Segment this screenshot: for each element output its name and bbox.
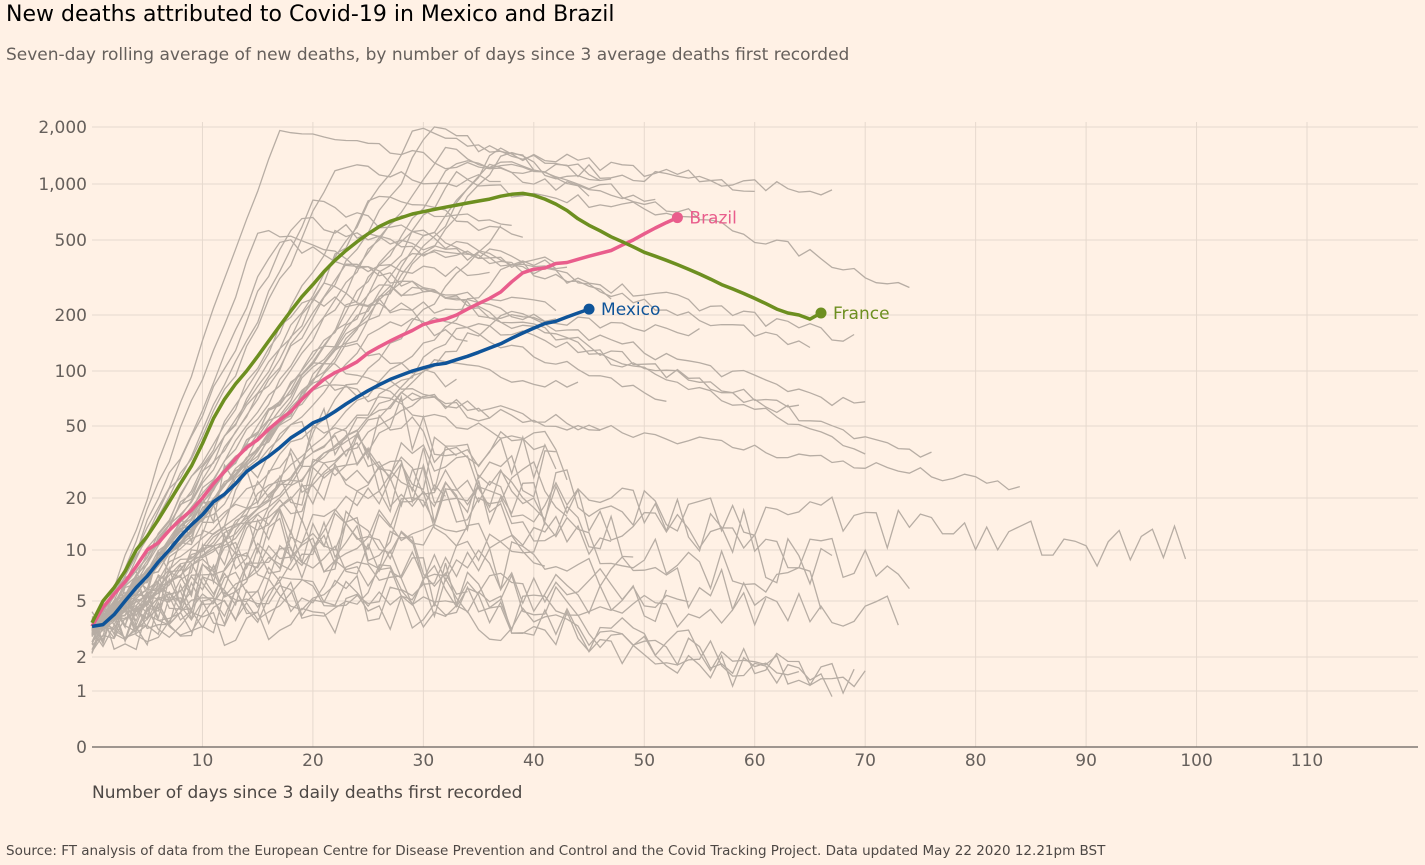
chart-subtitle: Seven-day rolling average of new deaths,… <box>6 45 850 65</box>
x-tick-label: 70 <box>854 751 876 771</box>
background-series-line <box>91 296 700 635</box>
x-tick-label: 30 <box>413 751 435 771</box>
x-tick-label: 10 <box>192 751 214 771</box>
series-line-brazil <box>90 216 679 628</box>
x-tick-label: 40 <box>523 751 545 771</box>
series-label-france: France <box>833 304 890 324</box>
x-tick-label: 60 <box>744 751 766 771</box>
background-series-line <box>91 564 767 654</box>
background-series-line <box>91 508 899 635</box>
background-series-line <box>91 323 799 630</box>
background-series-line <box>91 282 667 636</box>
series-label-brazil: Brazil <box>689 209 736 229</box>
chart-title: New deaths attributed to Covid-19 in Mex… <box>6 2 615 27</box>
series-line-mexico <box>91 307 590 629</box>
background-series-line <box>91 199 811 632</box>
background-series-line <box>91 384 1020 635</box>
background-series-line <box>91 423 833 631</box>
y-tick-label: 50 <box>65 417 87 437</box>
series-endpoint-france <box>815 307 827 319</box>
background-series-line <box>91 129 656 635</box>
background-series-line <box>91 459 612 650</box>
x-tick-label: 90 <box>1075 751 1097 771</box>
background-series-line <box>91 248 568 633</box>
y-tick-label: 200 <box>55 306 87 326</box>
background-series-line <box>91 546 689 647</box>
series-endpoint-mexico <box>583 303 595 315</box>
background-series-line <box>91 239 932 637</box>
series-label-mexico: Mexico <box>601 300 660 320</box>
y-tick-label: 2 <box>76 648 87 668</box>
highlight-series-lines: Brazil Mexico France <box>90 191 890 629</box>
y-tick-label: 10 <box>65 541 87 561</box>
background-series-line <box>91 391 601 632</box>
grid-lines <box>92 122 1418 747</box>
background-series-line <box>91 445 457 633</box>
background-series-line <box>91 585 800 688</box>
x-tick-label: 100 <box>1180 751 1212 771</box>
background-series-line <box>91 127 612 636</box>
y-tick-label: 20 <box>65 489 87 509</box>
background-series-line <box>91 225 502 631</box>
y-tick-label: 500 <box>55 231 87 251</box>
background-series-line <box>91 528 833 697</box>
background-series-line <box>91 557 668 653</box>
x-axis-label: Number of days since 3 daily deaths firs… <box>92 783 522 803</box>
x-tick-label: 20 <box>302 751 324 771</box>
x-tick-label: 50 <box>633 751 655 771</box>
y-tick-label: 0 <box>76 738 87 758</box>
y-tick-label: 100 <box>55 362 87 382</box>
background-series-line <box>91 446 546 636</box>
background-series-line <box>91 466 634 628</box>
background-series-line <box>91 394 557 643</box>
source-note: Source: FT analysis of data from the Eur… <box>6 843 1106 859</box>
series-endpoint-brazil <box>671 212 683 224</box>
background-series-line <box>91 216 855 632</box>
background-series-line <box>91 460 568 630</box>
series-line-france <box>90 191 822 624</box>
background-series-line <box>91 229 866 636</box>
y-tick-label: 1,000 <box>38 175 87 195</box>
background-series-line <box>91 263 490 631</box>
axes: 0 1 2 5 10 20 50 100 200 500 1,000 2,000 10 20 30 40 50 6… <box>38 118 1418 771</box>
background-series-line <box>91 229 556 633</box>
background-series-line <box>91 259 568 632</box>
y-tick-label: 5 <box>76 592 87 612</box>
background-series-line <box>91 164 700 631</box>
y-tick-label: 1 <box>76 682 87 702</box>
background-series-line <box>91 510 468 652</box>
y-tick-label: 2,000 <box>38 118 87 138</box>
x-tick-label: 80 <box>965 751 987 771</box>
background-series-line <box>91 163 534 630</box>
background-country-lines <box>91 126 1187 697</box>
background-series-line <box>91 479 910 643</box>
background-series-line <box>91 160 755 629</box>
x-tick-label: 110 <box>1291 751 1323 771</box>
